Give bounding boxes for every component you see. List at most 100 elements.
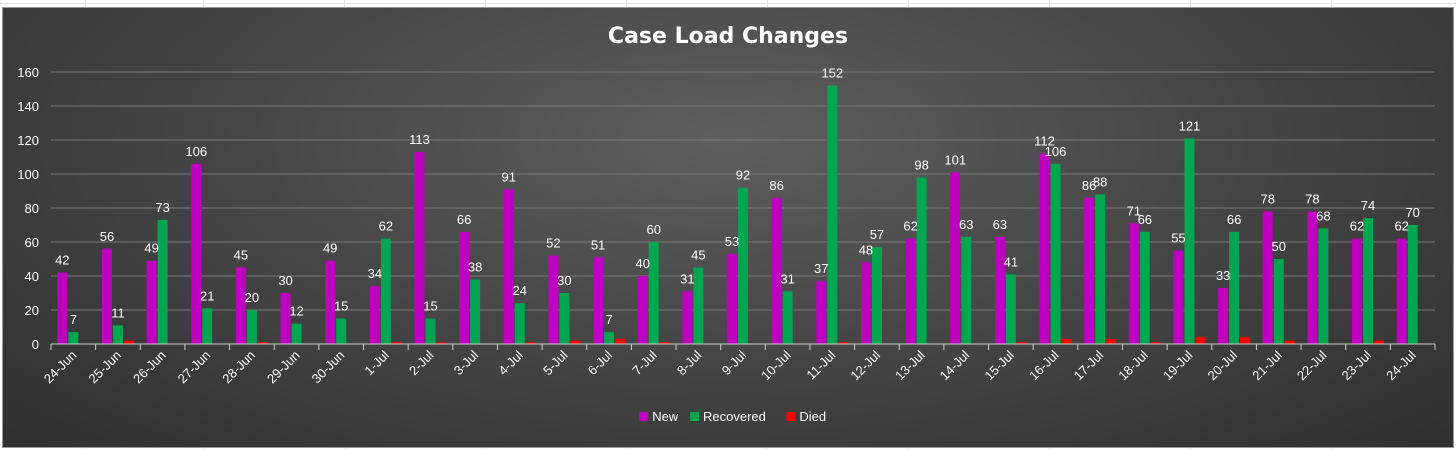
- data-label-new: 62: [1350, 219, 1364, 234]
- bar-new[interactable]: [637, 276, 648, 344]
- bar-recovered[interactable]: [470, 279, 481, 344]
- bar-recovered[interactable]: [961, 236, 972, 344]
- bar-died[interactable]: [391, 342, 402, 344]
- data-label-new: 91: [502, 169, 516, 184]
- bar-new[interactable]: [771, 197, 782, 344]
- bar-died[interactable]: [1374, 340, 1385, 344]
- bar-new[interactable]: [1039, 153, 1050, 344]
- bar-died[interactable]: [1016, 342, 1027, 344]
- bar-new[interactable]: [548, 255, 559, 344]
- bar-died[interactable]: [570, 340, 581, 344]
- data-label-recovered: 20: [245, 290, 259, 305]
- grid-layer: [51, 71, 1435, 311]
- bar-recovered[interactable]: [380, 238, 391, 344]
- bar-new[interactable]: [191, 163, 202, 344]
- bar-recovered[interactable]: [1095, 194, 1106, 344]
- bar-died[interactable]: [1240, 337, 1251, 344]
- bar-new[interactable]: [146, 260, 157, 344]
- bar-recovered[interactable]: [1005, 274, 1016, 344]
- bar-recovered[interactable]: [693, 267, 704, 345]
- bar-new[interactable]: [369, 286, 380, 344]
- data-labels-layer: 42 7 56 11 49 73 106 21 45 20 30 12 49 15 34 62 113 15 66 3…: [55, 66, 1420, 328]
- bar-recovered[interactable]: [1184, 138, 1195, 344]
- bar-recovered[interactable]: [202, 308, 213, 344]
- bars-layer: [57, 85, 1418, 345]
- bar-recovered[interactable]: [246, 310, 257, 344]
- bar-new[interactable]: [593, 257, 604, 344]
- bar-recovered[interactable]: [68, 332, 79, 344]
- bar-new[interactable]: [325, 260, 336, 344]
- bar-new[interactable]: [280, 293, 291, 344]
- bar-new[interactable]: [860, 262, 871, 344]
- bar-recovered[interactable]: [157, 219, 168, 344]
- bar-recovered[interactable]: [1318, 228, 1329, 344]
- chart-svg: Case Load Changes 020406080100120140160 …: [17, 24, 1436, 424]
- y-tick-label: 140: [17, 99, 39, 114]
- bar-died[interactable]: [123, 340, 134, 344]
- bar-recovered[interactable]: [1229, 231, 1240, 344]
- bar-died[interactable]: [1150, 342, 1161, 344]
- bar-recovered[interactable]: [559, 293, 570, 344]
- bar-new[interactable]: [950, 172, 961, 344]
- bar-new[interactable]: [816, 281, 827, 344]
- bar-new[interactable]: [1262, 211, 1273, 344]
- data-label-recovered: 45: [691, 248, 705, 263]
- bar-new[interactable]: [1396, 238, 1407, 344]
- bar-recovered[interactable]: [514, 303, 525, 344]
- bar-died[interactable]: [1061, 338, 1072, 344]
- bar-new[interactable]: [905, 238, 916, 344]
- bar-died[interactable]: [838, 342, 849, 344]
- x-tick-label: 7-Jul: [629, 347, 660, 378]
- bar-died[interactable]: [659, 342, 670, 344]
- bar-died[interactable]: [1106, 338, 1117, 344]
- data-label-new: 66: [457, 212, 471, 227]
- bar-died[interactable]: [436, 342, 447, 344]
- bar-recovered[interactable]: [1273, 259, 1284, 344]
- bar-new[interactable]: [414, 151, 425, 344]
- bar-new[interactable]: [1128, 223, 1139, 344]
- bar-new[interactable]: [994, 236, 1005, 344]
- bar-new[interactable]: [1084, 197, 1095, 344]
- bar-recovered[interactable]: [648, 242, 659, 344]
- chart-area[interactable]: Case Load Changes 0 20 40 60 80 100 120 140 160 …: [2, 7, 1454, 448]
- data-label-new: 37: [814, 261, 828, 276]
- legend[interactable]: New Recovered Died: [639, 409, 826, 424]
- bar-new[interactable]: [1307, 211, 1318, 344]
- bar-recovered[interactable]: [112, 325, 123, 344]
- bar-new[interactable]: [57, 272, 68, 344]
- data-label-new: 49: [144, 241, 158, 256]
- bar-new[interactable]: [459, 231, 470, 344]
- bar-recovered[interactable]: [336, 318, 347, 345]
- bar-died[interactable]: [1284, 340, 1295, 344]
- x-tick-label: 9-Jul: [719, 347, 750, 378]
- bar-new[interactable]: [1173, 250, 1184, 345]
- bar-new[interactable]: [101, 248, 112, 344]
- bar-recovered[interactable]: [1407, 225, 1418, 344]
- bar-recovered[interactable]: [916, 177, 927, 344]
- bar-new[interactable]: [503, 189, 514, 344]
- bar-recovered[interactable]: [604, 332, 615, 344]
- data-label-new: 113: [409, 132, 430, 147]
- legend-swatch-died: [786, 412, 796, 421]
- bar-new[interactable]: [235, 267, 246, 345]
- bar-died[interactable]: [615, 338, 626, 344]
- bar-died[interactable]: [525, 342, 536, 344]
- bar-new[interactable]: [1218, 287, 1229, 344]
- bar-new[interactable]: [1352, 238, 1363, 344]
- bar-recovered[interactable]: [738, 187, 748, 344]
- bar-recovered[interactable]: [871, 247, 882, 344]
- bar-recovered[interactable]: [827, 85, 838, 344]
- data-label-recovered: 30: [557, 273, 571, 288]
- bar-recovered[interactable]: [1050, 163, 1061, 344]
- bar-recovered[interactable]: [425, 318, 436, 345]
- bar-recovered[interactable]: [291, 323, 302, 344]
- x-tick-label: 22-Jul: [1294, 347, 1330, 383]
- bar-recovered[interactable]: [1363, 218, 1374, 344]
- bar-recovered[interactable]: [782, 291, 793, 344]
- bar-died[interactable]: [1195, 337, 1206, 344]
- bar-recovered[interactable]: [1139, 231, 1150, 344]
- data-label-recovered: 11: [111, 305, 125, 320]
- bar-died[interactable]: [257, 342, 268, 344]
- bar-new[interactable]: [682, 291, 693, 344]
- bar-new[interactable]: [727, 253, 737, 344]
